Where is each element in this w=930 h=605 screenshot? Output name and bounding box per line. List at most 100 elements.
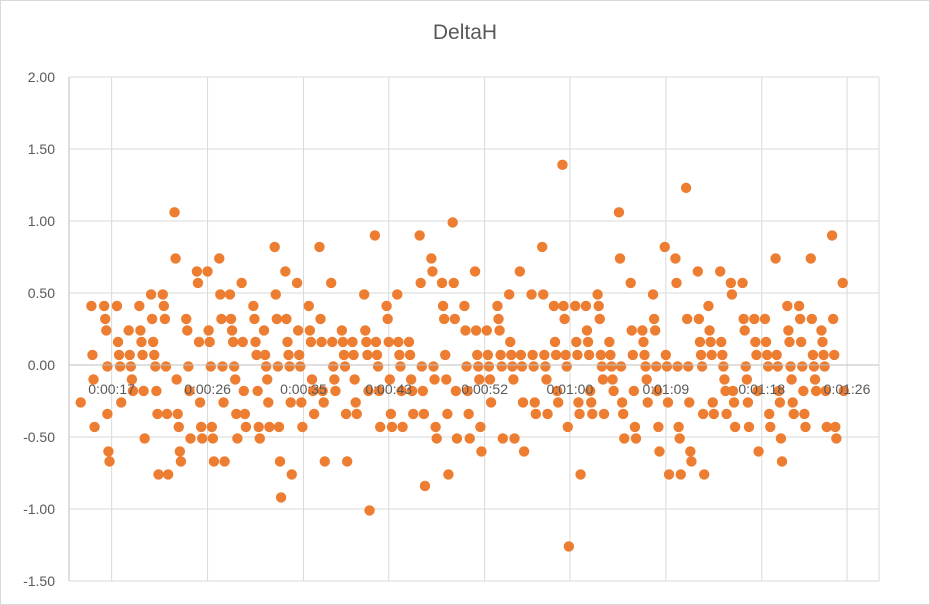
data-point <box>681 313 693 325</box>
data-point <box>694 336 706 348</box>
data-point <box>638 336 649 348</box>
data-point <box>172 408 183 420</box>
data-point <box>111 300 123 312</box>
data-point <box>740 361 751 372</box>
data-point <box>104 456 115 467</box>
data-point <box>114 361 126 372</box>
data-point <box>527 349 538 361</box>
data-point <box>469 266 481 277</box>
data-point <box>125 361 137 372</box>
data-point <box>228 361 240 372</box>
data-point <box>661 361 673 372</box>
data-point <box>596 361 608 372</box>
data-point <box>604 336 615 348</box>
data-point <box>629 421 641 433</box>
data-point <box>181 313 192 325</box>
data-point <box>784 336 795 348</box>
data-point <box>340 408 352 420</box>
data-point <box>809 374 821 385</box>
data-point <box>371 349 383 361</box>
data-point <box>260 361 272 372</box>
data-point <box>459 300 470 312</box>
data-point <box>648 313 660 325</box>
data-point <box>492 300 503 312</box>
y-tick-label: 0.50 <box>28 285 55 301</box>
data-point <box>494 325 505 336</box>
data-point <box>573 397 584 408</box>
data-point <box>725 277 737 289</box>
data-point <box>464 433 475 444</box>
data-point <box>810 385 822 397</box>
data-point <box>593 300 604 312</box>
data-point <box>183 361 194 372</box>
data-point <box>773 385 785 397</box>
data-point <box>837 277 848 289</box>
data-point <box>785 361 796 372</box>
data-point <box>113 349 125 361</box>
data-point <box>124 349 135 361</box>
data-point <box>451 433 463 444</box>
data-point <box>794 313 806 325</box>
data-point <box>716 336 727 348</box>
data-point <box>283 349 294 361</box>
data-point <box>281 313 292 325</box>
data-point <box>394 349 405 361</box>
data-point <box>292 325 304 336</box>
data-point <box>239 408 251 420</box>
data-point <box>291 277 303 289</box>
data-point <box>540 361 551 372</box>
data-point <box>761 349 773 361</box>
data-point <box>483 361 495 372</box>
data-point <box>428 361 439 372</box>
data-point <box>685 446 696 457</box>
data-point <box>438 313 450 325</box>
data-point <box>659 241 670 253</box>
data-point <box>215 289 226 300</box>
data-point <box>153 469 164 480</box>
data-point <box>360 325 371 336</box>
data-point <box>642 397 653 408</box>
data-point <box>249 313 260 325</box>
data-point <box>699 469 710 480</box>
data-point <box>174 446 186 457</box>
data-point <box>426 253 437 264</box>
data-point <box>707 397 718 408</box>
data-point <box>830 421 841 433</box>
data-point <box>414 230 425 241</box>
data-point <box>637 325 648 336</box>
data-point <box>708 408 720 420</box>
data-point <box>587 408 598 420</box>
data-point <box>663 469 675 480</box>
data-point <box>191 266 203 277</box>
data-point <box>571 336 582 348</box>
data-point <box>216 313 227 325</box>
data-point <box>606 361 617 372</box>
data-point <box>169 207 180 218</box>
data-point <box>817 336 828 348</box>
data-point <box>348 349 359 361</box>
data-point <box>572 349 583 361</box>
data-point <box>765 421 776 433</box>
data-point <box>447 217 458 228</box>
data-point <box>361 336 372 348</box>
data-point <box>136 336 147 348</box>
data-point <box>248 300 259 312</box>
data-point <box>760 336 772 348</box>
data-point <box>737 277 748 289</box>
data-point <box>138 385 149 397</box>
data-point <box>517 397 529 408</box>
data-point <box>251 349 262 361</box>
data-point <box>505 336 516 348</box>
data-point <box>515 349 527 361</box>
data-point <box>476 446 487 457</box>
data-point <box>134 300 145 312</box>
x-tick-label: 0:01:00 <box>547 381 594 397</box>
data-point <box>330 385 341 397</box>
data-point <box>753 446 764 457</box>
data-point <box>714 266 726 277</box>
data-point <box>607 374 618 385</box>
data-point <box>718 361 729 372</box>
data-point <box>528 361 539 372</box>
data-point <box>475 421 486 433</box>
y-tick-label: 0.00 <box>28 357 55 373</box>
